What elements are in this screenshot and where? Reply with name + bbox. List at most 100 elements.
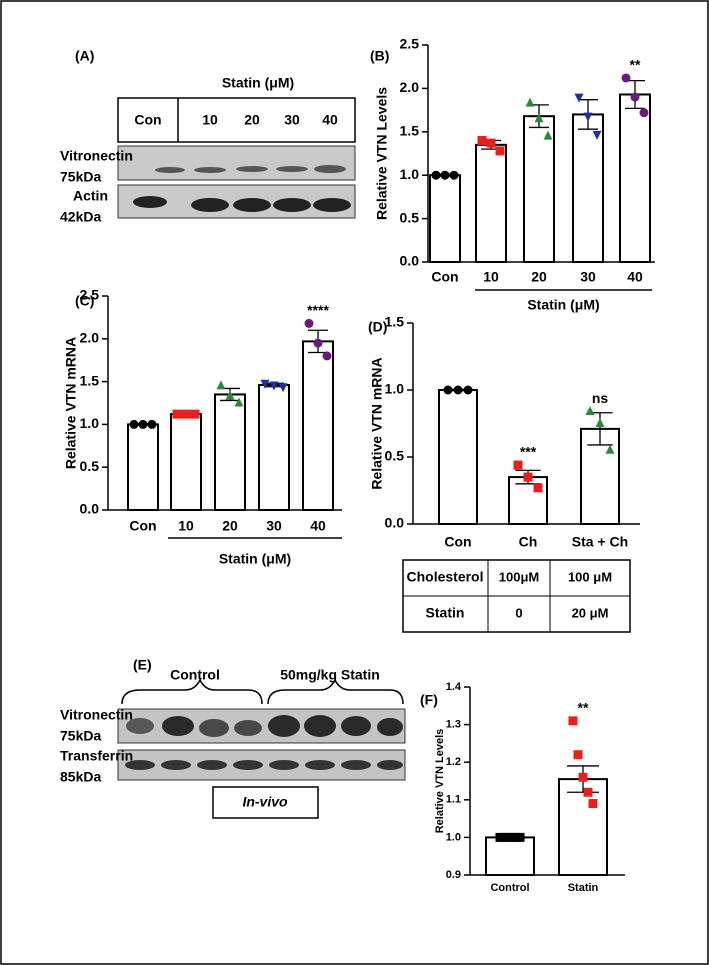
y-tick-label: 1.0 (400, 166, 420, 182)
y-tick-label: 0.0 (400, 253, 420, 269)
x-tick-label: 40 (627, 269, 643, 285)
bar (558, 778, 608, 876)
protein-label: Vitronectin (60, 707, 133, 723)
table-cell: 100μM (499, 569, 539, 584)
bar (302, 340, 334, 512)
x-tick-label: 10 (178, 518, 194, 534)
size-label: 75kDa (60, 169, 101, 185)
data-point (129, 419, 139, 429)
group-label: 50mg/kg Statin (280, 667, 380, 683)
data-point (147, 419, 157, 429)
data-point (574, 93, 584, 103)
data-point (543, 130, 553, 140)
group-label: Control (170, 667, 220, 683)
data-point (573, 750, 583, 760)
x-tick-label: Sta + Ch (572, 534, 628, 550)
data-point (443, 385, 453, 395)
data-point (463, 385, 473, 395)
x-tick-label: Control (490, 882, 529, 894)
table-cell: 20 μM (572, 605, 609, 620)
data-point (583, 112, 593, 122)
data-point (260, 379, 270, 389)
data-point (322, 351, 332, 361)
data-point (578, 772, 588, 782)
data-point (595, 418, 605, 427)
data-point (440, 170, 450, 180)
y-tick-label: 0.0 (80, 501, 100, 517)
data-point (583, 787, 593, 797)
y-tick-label: 1.0 (385, 381, 405, 397)
panel-label: (F) (420, 692, 438, 708)
x-tick-label: Con (444, 534, 471, 550)
data-point (505, 832, 515, 842)
data-point (533, 483, 543, 493)
x-tick-label: 10 (483, 269, 499, 285)
blot-row (117, 145, 356, 181)
table-cell: 0 (515, 605, 522, 620)
data-point (621, 73, 631, 83)
y-tick-label: 1.4 (446, 681, 462, 693)
data-point (534, 113, 544, 123)
bar (429, 174, 461, 263)
x-tick-label: 20 (222, 518, 238, 534)
size-label: 42kDa (60, 209, 101, 225)
y-tick-label: 1.0 (80, 415, 100, 431)
data-point (190, 409, 200, 419)
data-point (515, 832, 525, 842)
bar (127, 423, 159, 511)
y-axis-label: Relative VTN mRNA (63, 337, 79, 469)
data-point (500, 832, 510, 842)
data-point (453, 385, 463, 395)
data-point (269, 381, 279, 391)
data-point (313, 338, 323, 348)
bar (170, 413, 202, 511)
note-box (212, 786, 319, 819)
size-label: 85kDa (60, 769, 101, 785)
lane-header (117, 97, 356, 143)
data-point (585, 405, 595, 415)
table-cell: Cholesterol (406, 569, 483, 585)
bands (133, 196, 351, 212)
x-tick-label: Ch (519, 534, 538, 550)
y-tick-label: 1.3 (446, 719, 461, 731)
x-tick-label: Con (431, 269, 458, 285)
y-tick-label: 2.5 (80, 287, 100, 303)
y-tick-label: 1.1 (446, 794, 461, 806)
significance-label: ns (592, 390, 609, 406)
group-label: Statin (μM) (219, 551, 291, 567)
data-point (495, 832, 505, 842)
data-point (304, 318, 314, 328)
y-axis-label: Relative VTN mRNA (369, 357, 385, 489)
significance-label: ** (630, 57, 641, 73)
bar (438, 389, 478, 525)
y-tick-label: 1.5 (80, 372, 100, 388)
significance-label: *** (520, 444, 537, 460)
protein-label: Transferrin (60, 748, 133, 764)
y-tick-label: 2.5 (400, 36, 420, 52)
data-point (486, 138, 496, 148)
data-point (449, 170, 459, 180)
x-tick-label: 30 (266, 518, 282, 534)
panel-label: (C) (75, 293, 94, 309)
y-tick-label: 0.5 (385, 448, 405, 464)
data-point (525, 97, 535, 107)
bands (126, 715, 403, 737)
lane-label: Con (134, 112, 161, 128)
bar (619, 93, 651, 263)
panel-label: (E) (133, 657, 152, 673)
treatment-label: Statin (μM) (222, 75, 294, 91)
protein-label: Vitronectin (60, 148, 133, 164)
data-point (630, 92, 640, 102)
x-tick-label: Statin (568, 882, 599, 894)
protein-label: Actin (73, 188, 108, 204)
bar (485, 836, 535, 877)
data-point (225, 390, 235, 400)
size-label: 75kDa (60, 728, 101, 744)
lane-label: 30 (284, 112, 300, 128)
y-tick-label: 0.9 (446, 869, 461, 881)
x-tick-label: 20 (531, 269, 547, 285)
y-axis-label: Relative VTN Levels (434, 729, 446, 834)
y-tick-label: 2.0 (80, 330, 100, 346)
data-point (523, 472, 533, 482)
